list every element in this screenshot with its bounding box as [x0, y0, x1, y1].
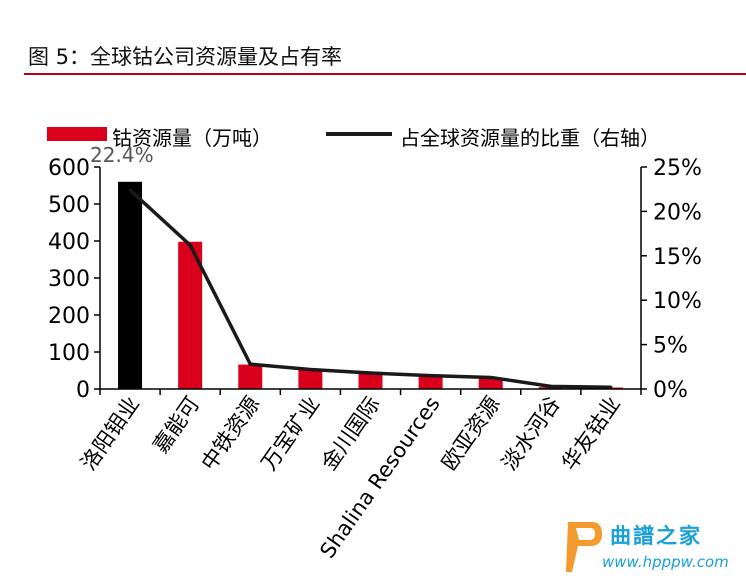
- right-tick-label: 10%: [653, 289, 702, 314]
- right-axis: 0% 5% 10% 15% 20% 25%: [640, 156, 702, 403]
- watermark-name: 曲譜之家: [610, 524, 702, 548]
- legend-line-label: 占全球资源量的比重（右轴）: [400, 126, 660, 150]
- x-tick-label: 欧亚资源: [437, 392, 505, 475]
- share-point-2: [188, 243, 192, 247]
- bar-2: [178, 241, 203, 389]
- data-labels: 22.4%: [90, 143, 154, 167]
- share-point-6: [429, 374, 433, 378]
- left-tick-label: 500: [48, 193, 90, 218]
- title-rule: [24, 73, 746, 75]
- left-axis: 0 100 200 300 400 500 600: [48, 156, 101, 403]
- right-tick-label: 5%: [653, 334, 688, 359]
- share-line: [128, 188, 611, 389]
- share-point-4: [308, 367, 312, 371]
- right-tick-label: 20%: [653, 200, 702, 225]
- legend: 钴资源量（万吨） 占全球资源量的比重（右轴）: [47, 126, 660, 150]
- right-tick-label: 25%: [653, 156, 702, 181]
- bar-1: [118, 181, 143, 389]
- x-tick-label: 金川国际: [317, 392, 385, 475]
- share-point-5: [369, 371, 372, 375]
- bar-7: [478, 377, 503, 389]
- legend-bar-label: 钴资源量（万吨）: [112, 126, 272, 150]
- watermark-logo-icon: [566, 522, 602, 572]
- left-tick-label: 300: [48, 267, 90, 292]
- x-tick-label: 洛阳钼业: [76, 392, 144, 475]
- left-tick-label: 400: [48, 230, 90, 255]
- x-tick-label: 中铁资源: [197, 392, 265, 475]
- share-point-7: [489, 375, 493, 379]
- left-tick-label: 200: [48, 304, 90, 329]
- bar-4: [298, 369, 323, 389]
- left-tick-label: 100: [48, 341, 90, 366]
- line-series: [128, 188, 613, 389]
- bar-5: [358, 372, 383, 389]
- share-data-label: 22.4%: [90, 143, 154, 167]
- share-point-8: [549, 384, 553, 388]
- figure-title: 图 5：全球钴公司资源量及占有率: [28, 45, 343, 69]
- x-tick-label: 嘉能可: [148, 392, 204, 457]
- bar-series: [118, 181, 623, 389]
- x-tick-label: 华友钴业: [557, 392, 625, 475]
- left-tick-label: 600: [48, 156, 90, 181]
- x-tick-label: 万宝矿业: [257, 392, 325, 475]
- x-tick-label: 淡水河谷: [497, 392, 565, 475]
- bar-3: [238, 364, 263, 389]
- right-tick-label: 0%: [653, 378, 688, 403]
- x-tick-label: Shalina Resources: [315, 392, 444, 562]
- share-point-1: [128, 188, 132, 192]
- right-tick-label: 15%: [653, 245, 702, 270]
- watermark-url: www.hpppw.com: [602, 553, 729, 571]
- bar-6: [418, 375, 443, 389]
- watermark: 曲譜之家 www.hpppw.com: [562, 516, 742, 578]
- share-point-9: [609, 385, 613, 389]
- left-tick-label: 0: [76, 378, 90, 403]
- legend-bar-swatch: [47, 127, 107, 141]
- share-point-3: [248, 362, 252, 366]
